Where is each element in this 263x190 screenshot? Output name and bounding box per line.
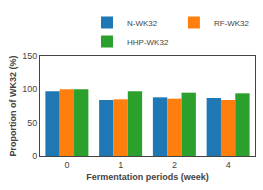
svg-text:150: 150 [22,51,37,61]
svg-text:0: 0 [64,160,69,170]
svg-text:4: 4 [226,160,231,170]
svg-text:100: 100 [22,84,37,94]
svg-text:N-WK32: N-WK32 [127,19,158,28]
svg-text:50: 50 [27,118,37,128]
svg-text:1: 1 [118,160,123,170]
svg-text:Proportion of WK32 (%): Proportion of WK32 (%) [8,56,18,157]
svg-text:HHP-WK32: HHP-WK32 [127,38,169,47]
svg-text:0: 0 [32,151,37,161]
svg-text:RF-WK32: RF-WK32 [214,19,250,28]
svg-text:2: 2 [172,160,177,170]
svg-text:Fermentation periods (week): Fermentation periods (week) [86,172,209,182]
